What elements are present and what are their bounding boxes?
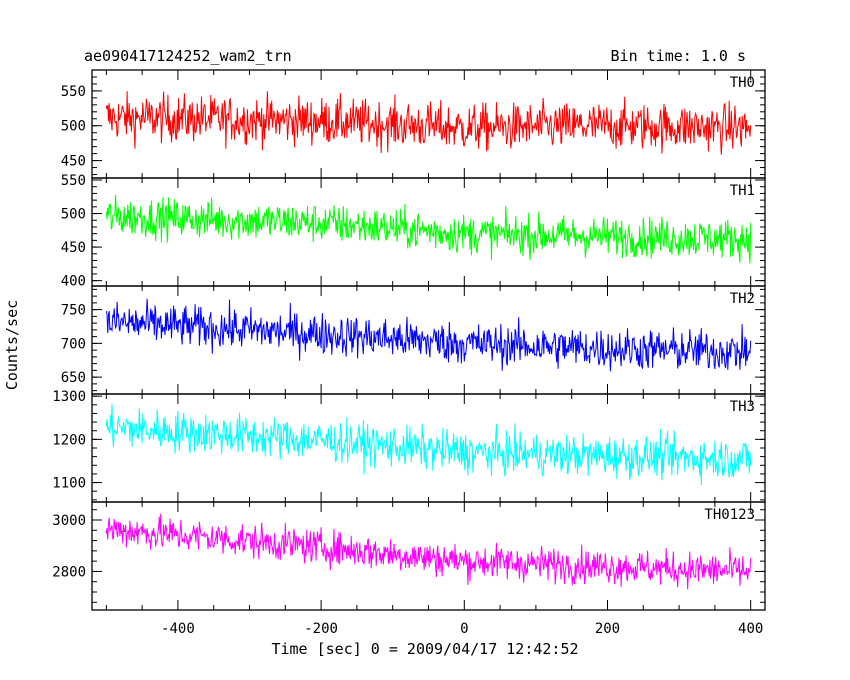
bin-time-label: Bin time: 1.0 s <box>611 47 746 65</box>
panel-label-th2: TH2 <box>730 291 755 307</box>
panels-group: 450 500 550 TH0 400 450 500 550 TH1 650 700 750 TH2 1… <box>52 69 766 611</box>
series-line-th1 <box>105 194 752 264</box>
y-tick-label: 450 <box>61 240 86 256</box>
x-tick-label: 0 <box>460 621 468 637</box>
y-tick-label: 550 <box>61 84 86 100</box>
series-line-th2 <box>105 298 752 372</box>
x-tick-label: 400 <box>738 621 763 637</box>
chart-title: ae090417124252_wam2_trn <box>84 47 292 65</box>
y-tick-label: 3000 <box>52 513 86 529</box>
y-tick-label: 1300 <box>52 389 86 405</box>
panel-th2: 650 700 750 TH2 <box>61 285 766 395</box>
x-tick-label: -400 <box>161 621 195 637</box>
y-tick-label: 550 <box>61 173 86 189</box>
y-tick-label: 500 <box>61 119 86 135</box>
panel-label-th3: TH3 <box>730 399 755 415</box>
y-tick-label: 500 <box>61 207 86 223</box>
x-tick-label: 200 <box>595 621 620 637</box>
panel-th1: 400 450 500 550 TH1 <box>61 173 766 290</box>
y-tick-label: 750 <box>61 303 86 319</box>
x-axis: -400 -200 0 200 400 <box>161 621 763 637</box>
x-axis-label: Time [sec] 0 = 2009/04/17 12:42:52 <box>271 640 578 658</box>
series-line-th0 <box>105 91 752 155</box>
panel-label-th0: TH0 <box>730 75 755 91</box>
y-tick-label: 450 <box>61 154 86 170</box>
panel-label-th0123: TH0123 <box>704 507 755 523</box>
x-tick-label: -200 <box>304 621 338 637</box>
panel-th3: 1100 1200 1300 TH3 <box>52 389 766 503</box>
series-line-th0123 <box>105 513 752 590</box>
panel-th0123: 2800 3000 TH0123 <box>52 501 766 611</box>
y-tick-label: 700 <box>61 336 86 352</box>
y-tick-label: 1200 <box>52 432 86 448</box>
y-tick-label: 650 <box>61 370 86 386</box>
y-axis-label: Counts/sec <box>3 300 21 390</box>
y-tick-label: 400 <box>61 274 86 290</box>
y-tick-label: 1100 <box>52 476 86 492</box>
panel-frame <box>91 177 766 287</box>
panel-label-th1: TH1 <box>730 183 755 199</box>
panel-th0: 450 500 550 TH0 <box>61 69 766 179</box>
y-tick-label: 2800 <box>52 564 86 580</box>
series-line-th3 <box>105 403 752 486</box>
